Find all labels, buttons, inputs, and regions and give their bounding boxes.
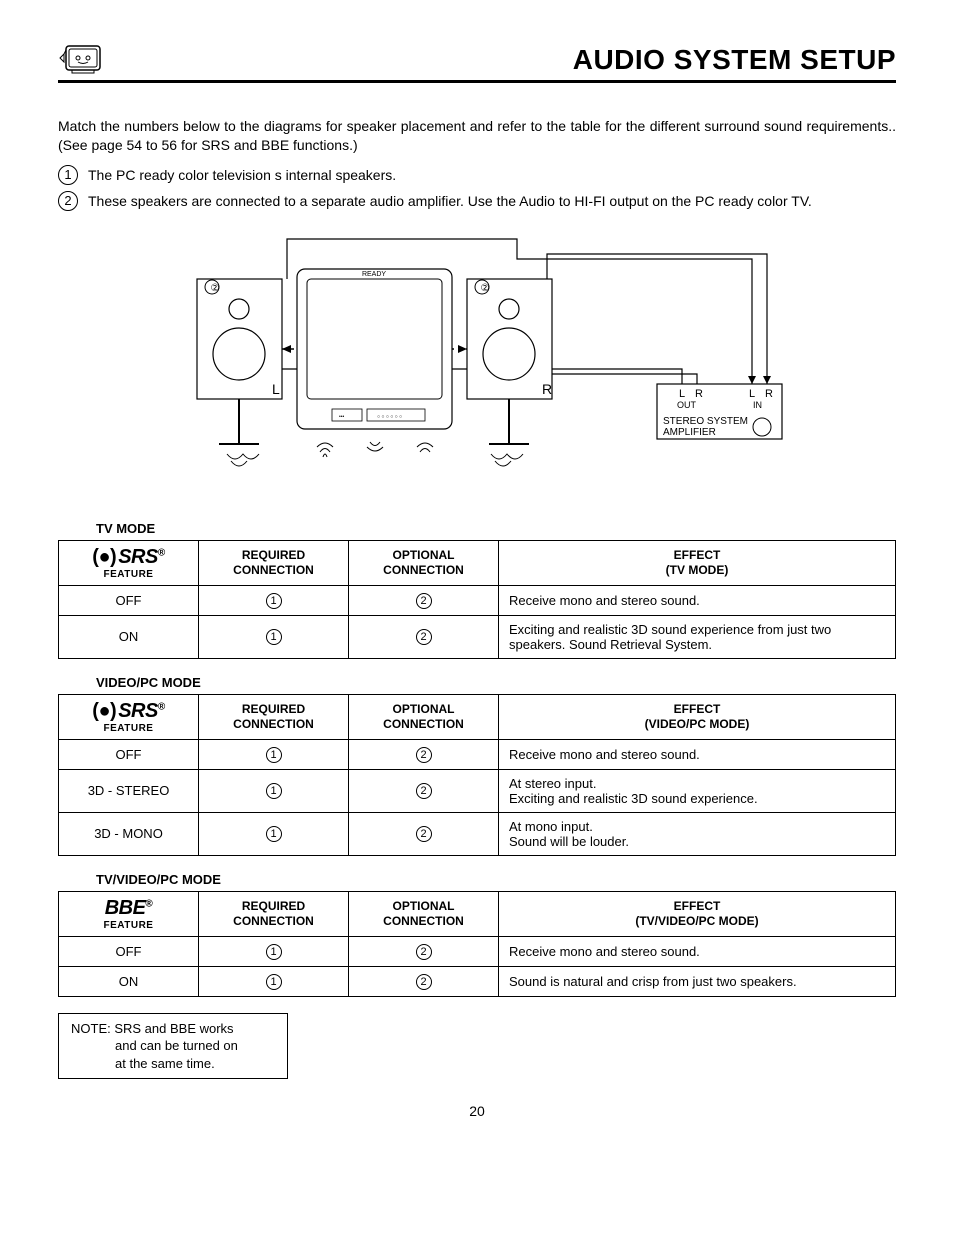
amp-out-label: OUT: [677, 400, 697, 410]
table-row: ON12Exciting and realistic 3D sound expe…: [59, 615, 896, 658]
feature-tables: TV MODESRS®FEATUREREQUIREDCONNECTIONOPTI…: [58, 521, 896, 997]
note-line-3: at the same time.: [71, 1055, 275, 1073]
tv-ready-label: READY: [362, 271, 386, 278]
speaker-label-l: L: [272, 381, 280, 397]
optional-header: OPTIONALCONNECTION: [349, 694, 499, 739]
table-row: 3D - STEREO12At stereo input.Exciting an…: [59, 769, 896, 812]
note-box: NOTE: SRS and BBE works and can be turne…: [58, 1013, 288, 1080]
svg-text:R: R: [695, 388, 703, 400]
tv-icon: [58, 40, 104, 76]
required-cell: 1: [199, 615, 349, 658]
effect-header: EFFECT(VIDEO/PC MODE): [499, 694, 896, 739]
amp-title-1: STEREO SYSTEM: [663, 416, 748, 427]
page-number: 20: [58, 1103, 896, 1119]
optional-cell: 2: [349, 615, 499, 658]
optional-cell: 2: [349, 739, 499, 769]
intro-text: Match the numbers below to the diagrams …: [58, 117, 896, 155]
note-line-2: and can be turned on: [71, 1037, 275, 1055]
svg-text:L: L: [679, 388, 685, 400]
note-line-1: NOTE: SRS and BBE works: [71, 1021, 234, 1036]
feature-cell: 3D - MONO: [59, 812, 199, 855]
effect-cell: Exciting and realistic 3D sound experien…: [499, 615, 896, 658]
svg-text:L: L: [749, 388, 755, 400]
optional-cell: 2: [349, 769, 499, 812]
bullet-text: These speakers are connected to a separa…: [88, 193, 812, 209]
page-header: AUDIO SYSTEM SETUP: [58, 40, 896, 83]
effect-cell: Sound is natural and crisp from just two…: [499, 966, 896, 996]
amp-in-label: IN: [753, 400, 762, 410]
feature-table: BBE®FEATUREREQUIREDCONNECTIONOPTIONALCON…: [58, 891, 896, 997]
effect-header: EFFECT(TV/VIDEO/PC MODE): [499, 891, 896, 936]
feature-cell: OFF: [59, 585, 199, 615]
optional-header: OPTIONALCONNECTION: [349, 891, 499, 936]
table-row: 3D - MONO12At mono input.Sound will be l…: [59, 812, 896, 855]
bullet-text: The PC ready color television s internal…: [88, 167, 396, 183]
effect-cell: Receive mono and stereo sound.: [499, 739, 896, 769]
svg-text:○ ○ ○ ○ ○ ○: ○ ○ ○ ○ ○ ○: [377, 414, 402, 420]
required-cell: 1: [199, 966, 349, 996]
mode-label: TV/VIDEO/PC MODE: [96, 872, 896, 887]
effect-cell: Receive mono and stereo sound.: [499, 585, 896, 615]
feature-table: SRS®FEATUREREQUIREDCONNECTIONOPTIONALCON…: [58, 694, 896, 856]
optional-header: OPTIONALCONNECTION: [349, 540, 499, 585]
amp-title-2: AMPLIFIER: [663, 427, 716, 438]
required-cell: 1: [199, 812, 349, 855]
svg-text:•••: •••: [339, 414, 345, 420]
svg-text:R: R: [765, 388, 773, 400]
effect-cell: At mono input.Sound will be louder.: [499, 812, 896, 855]
feature-table: SRS®FEATUREREQUIREDCONNECTIONOPTIONALCON…: [58, 540, 896, 659]
bullet-number-icon: 1: [58, 165, 78, 185]
bullet-list: 1 The PC ready color television s interna…: [58, 165, 896, 211]
required-cell: 1: [199, 769, 349, 812]
required-cell: 1: [199, 739, 349, 769]
page-title: AUDIO SYSTEM SETUP: [573, 44, 896, 76]
feature-cell: OFF: [59, 739, 199, 769]
effect-cell: Receive mono and stereo sound.: [499, 936, 896, 966]
bullet-number-icon: 2: [58, 191, 78, 211]
required-cell: 1: [199, 585, 349, 615]
required-header: REQUIREDCONNECTION: [199, 694, 349, 739]
speaker-label-r: R: [542, 381, 552, 397]
required-cell: 1: [199, 936, 349, 966]
feature-cell: ON: [59, 966, 199, 996]
bullet-item: 2 These speakers are connected to a separ…: [58, 191, 896, 211]
feature-cell: ON: [59, 615, 199, 658]
feature-cell: 3D - STEREO: [59, 769, 199, 812]
table-row: ON12Sound is natural and crisp from just…: [59, 966, 896, 996]
mode-label: VIDEO/PC MODE: [96, 675, 896, 690]
brand-header-cell: SRS®FEATURE: [59, 540, 199, 585]
table-row: OFF12Receive mono and stereo sound.: [59, 585, 896, 615]
feature-cell: OFF: [59, 936, 199, 966]
table-row: OFF12Receive mono and stereo sound.: [59, 739, 896, 769]
diagram-num-left: ②: [211, 283, 220, 294]
brand-header-cell: SRS®FEATURE: [59, 694, 199, 739]
speaker-diagram: ② L ② R READY •••: [58, 229, 896, 509]
optional-cell: 2: [349, 936, 499, 966]
brand-header-cell: BBE®FEATURE: [59, 891, 199, 936]
bullet-item: 1 The PC ready color television s interna…: [58, 165, 896, 185]
optional-cell: 2: [349, 812, 499, 855]
effect-cell: At stereo input.Exciting and realistic 3…: [499, 769, 896, 812]
required-header: REQUIREDCONNECTION: [199, 891, 349, 936]
table-row: OFF12Receive mono and stereo sound.: [59, 936, 896, 966]
effect-header: EFFECT(TV MODE): [499, 540, 896, 585]
optional-cell: 2: [349, 966, 499, 996]
svg-text:②: ②: [481, 283, 490, 294]
optional-cell: 2: [349, 585, 499, 615]
required-header: REQUIREDCONNECTION: [199, 540, 349, 585]
mode-label: TV MODE: [96, 521, 896, 536]
